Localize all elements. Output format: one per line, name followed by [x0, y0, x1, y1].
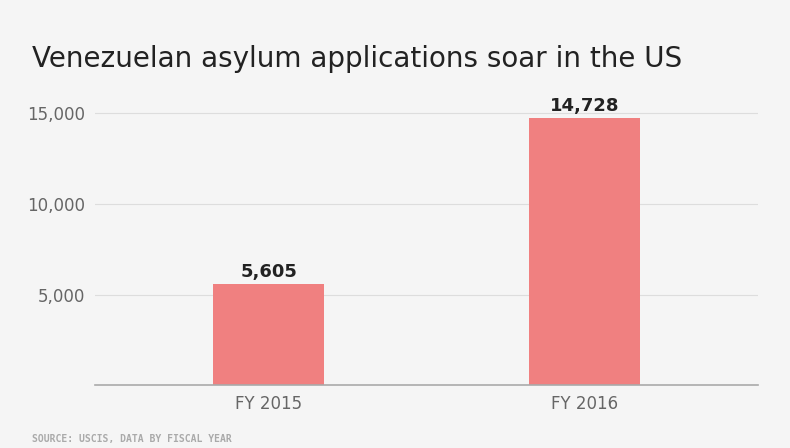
Bar: [213, 284, 324, 385]
Text: 14,728: 14,728: [550, 98, 619, 116]
Text: Venezuelan asylum applications soar in the US: Venezuelan asylum applications soar in t…: [32, 45, 682, 73]
Text: 5,605: 5,605: [240, 263, 297, 281]
Bar: [529, 118, 640, 385]
Text: SOURCE: USCIS, DATA BY FISCAL YEAR: SOURCE: USCIS, DATA BY FISCAL YEAR: [32, 434, 231, 444]
